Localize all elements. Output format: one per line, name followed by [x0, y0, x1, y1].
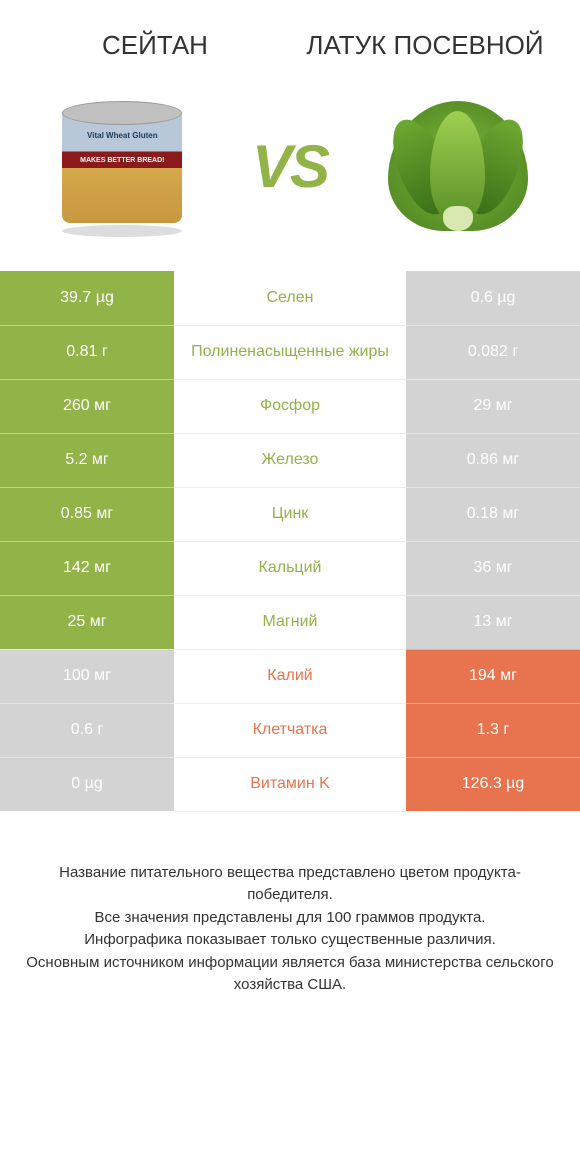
nutrient-name-cell: Магний [174, 595, 406, 649]
right-value-cell: 36 мг [406, 541, 580, 595]
table-row: 100 мгКалий194 мг [0, 649, 580, 703]
table-row: 142 мгКальций36 мг [0, 541, 580, 595]
right-product-image [383, 91, 533, 241]
left-value-cell: 142 мг [0, 541, 174, 595]
lettuce-icon [388, 96, 528, 236]
left-product-image: Vital Wheat Gluten MAKES BETTER BREAD! [47, 91, 197, 241]
table-row: 5.2 мгЖелезо0.86 мг [0, 433, 580, 487]
right-value-cell: 194 мг [406, 649, 580, 703]
seitan-can-icon: Vital Wheat Gluten MAKES BETTER BREAD! [62, 101, 182, 231]
left-value-cell: 260 мг [0, 379, 174, 433]
nutrient-name-cell: Полиненасыщенные жиры [174, 325, 406, 379]
right-value-cell: 0.082 г [406, 325, 580, 379]
nutrient-name-cell: Фосфор [174, 379, 406, 433]
right-value-cell: 29 мг [406, 379, 580, 433]
right-value-cell: 126.3 µg [406, 757, 580, 811]
nutrient-name-cell: Калий [174, 649, 406, 703]
table-row: 25 мгМагний13 мг [0, 595, 580, 649]
left-value-cell: 0.85 мг [0, 487, 174, 541]
left-value-cell: 25 мг [0, 595, 174, 649]
nutrient-name-cell: Клетчатка [174, 703, 406, 757]
footnote-text: Название питательного вещества представл… [0, 812, 580, 1017]
table-row: 39.7 µgСелен0.6 µg [0, 271, 580, 325]
comparison-table: 39.7 µgСелен0.6 µg0.81 гПолиненасыщенные… [0, 271, 580, 812]
right-value-cell: 0.86 мг [406, 433, 580, 487]
left-value-cell: 5.2 мг [0, 433, 174, 487]
left-value-cell: 0.81 г [0, 325, 174, 379]
right-value-cell: 0.18 мг [406, 487, 580, 541]
right-product-title: ЛАТУК ПОСЕВНОЙ [304, 30, 547, 61]
images-row: Vital Wheat Gluten MAKES BETTER BREAD! V… [0, 81, 580, 271]
can-label-sub: MAKES BETTER BREAD! [62, 155, 182, 166]
right-value-cell: 13 мг [406, 595, 580, 649]
right-value-cell: 1.3 г [406, 703, 580, 757]
right-value-cell: 0.6 µg [406, 271, 580, 325]
left-product-title: СЕЙТАН [34, 30, 277, 61]
table-row: 260 мгФосфор29 мг [0, 379, 580, 433]
header-row: СЕЙТАН ЛАТУК ПОСЕВНОЙ [0, 0, 580, 81]
left-value-cell: 100 мг [0, 649, 174, 703]
table-row: 0.6 гКлетчатка1.3 г [0, 703, 580, 757]
nutrient-name-cell: Селен [174, 271, 406, 325]
left-value-cell: 0 µg [0, 757, 174, 811]
can-label-main: Vital Wheat Gluten [62, 131, 182, 140]
vs-badge: VS [252, 132, 328, 201]
nutrient-name-cell: Кальций [174, 541, 406, 595]
left-value-cell: 39.7 µg [0, 271, 174, 325]
table-row: 0.81 гПолиненасыщенные жиры0.082 г [0, 325, 580, 379]
table-row: 0.85 мгЦинк0.18 мг [0, 487, 580, 541]
nutrient-name-cell: Цинк [174, 487, 406, 541]
nutrient-name-cell: Железо [174, 433, 406, 487]
left-value-cell: 0.6 г [0, 703, 174, 757]
nutrient-name-cell: Витамин K [174, 757, 406, 811]
table-row: 0 µgВитамин K126.3 µg [0, 757, 580, 811]
